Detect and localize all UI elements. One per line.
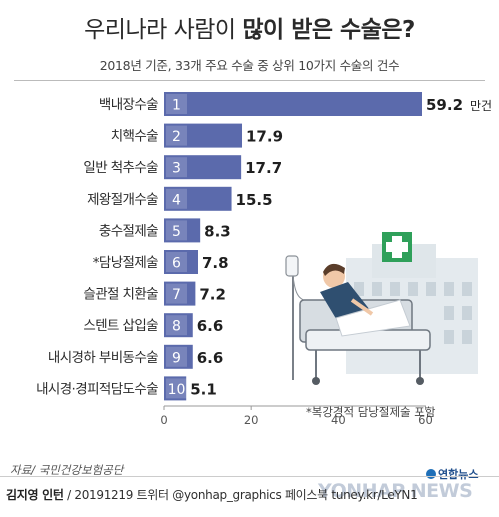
value-unit: 만건	[470, 99, 492, 113]
value-label: 6.6	[197, 317, 224, 335]
title-plain: 우리나라 사람이	[84, 17, 243, 43]
rank-label: 5	[172, 224, 181, 240]
rank-badge	[166, 346, 187, 367]
value-label: 59.2	[426, 96, 463, 114]
rank-label: 4	[172, 192, 181, 208]
value-label: 17.9	[246, 128, 283, 146]
bar	[164, 344, 193, 369]
rank-badge	[166, 188, 187, 209]
bar	[164, 281, 196, 306]
hospital-bed-patient-icon	[285, 232, 478, 385]
bar	[164, 313, 193, 338]
title-bold: 많이 받은 수술은?	[242, 17, 415, 43]
category-label: *담낭절제술	[93, 255, 158, 271]
rank-badge	[166, 252, 187, 272]
bar	[164, 186, 232, 211]
bar	[164, 218, 201, 243]
bar	[164, 92, 422, 116]
bar	[164, 155, 242, 180]
credit-line: 김지영 인턴 / 20191219 트위터 @yonhap_graphics 페…	[6, 486, 418, 503]
rank-label: 3	[172, 161, 181, 177]
rank-badge	[166, 315, 187, 336]
value-label: 5.1	[190, 380, 217, 398]
rank-badge	[166, 157, 187, 178]
page-title: 우리나라 사람이 많이 받은 수술은?	[0, 10, 499, 44]
category-label: 백내장수술	[99, 97, 158, 113]
credit-details: / 20191219 트위터 @yonhap_graphics 페이스북 tun…	[63, 488, 418, 502]
rank-badge	[166, 125, 187, 146]
brand-logo-icon	[426, 469, 436, 479]
category-label: 슬관절 치환술	[83, 287, 158, 303]
rank-label: 2	[172, 129, 181, 145]
rank-badge	[166, 220, 187, 241]
credit-author: 김지영 인턴	[6, 488, 64, 502]
x-tick-label: 0	[160, 413, 167, 427]
rank-badge	[166, 94, 187, 114]
category-label: 내시경하 부비동수술	[48, 350, 158, 366]
rank-label: 7	[172, 287, 181, 303]
category-label: 스텐트 삽입술	[83, 318, 158, 334]
header-divider	[14, 80, 485, 81]
source-text: 자료/ 국민건강보험공단	[10, 463, 124, 477]
x-tick-label: 40	[331, 413, 346, 427]
rank-label: 6	[172, 256, 181, 272]
bar	[164, 250, 198, 274]
value-label: 7.8	[202, 254, 229, 272]
rank-badge	[166, 378, 187, 399]
footnote: *복강경적 담낭절제술 포함	[306, 405, 436, 419]
x-tick-label: 20	[244, 413, 259, 427]
category-label: 치핵수술	[111, 129, 158, 145]
rank-badge	[166, 283, 187, 304]
category-label: 내시경·경피적담도수술	[36, 381, 158, 397]
value-label: 6.6	[197, 349, 224, 367]
value-label: 8.3	[204, 222, 231, 240]
category-label: 충수절제술	[99, 223, 158, 239]
subtitle: 2018년 기준, 33개 주요 수술 중 상위 10가지 수술의 건수	[99, 58, 400, 73]
rank-label: 10	[168, 382, 186, 398]
x-tick-label: 60	[418, 413, 433, 427]
brand-logo: 연합뉴스	[426, 466, 478, 482]
value-label: 7.2	[199, 286, 226, 304]
footer-divider	[0, 476, 499, 477]
category-label: 일반 척추수술	[83, 160, 158, 176]
rank-label: 1	[172, 98, 181, 114]
bar	[164, 123, 243, 148]
rank-label: 8	[172, 319, 181, 335]
value-label: 17.7	[245, 159, 282, 177]
bar	[164, 376, 187, 401]
brand-name: 연합뉴스	[438, 468, 479, 481]
value-label: 15.5	[236, 191, 273, 209]
rank-label: 9	[172, 350, 181, 366]
watermark-text: YONHAP NEWS	[318, 480, 473, 502]
category-label: 제왕절개수술	[87, 192, 158, 208]
